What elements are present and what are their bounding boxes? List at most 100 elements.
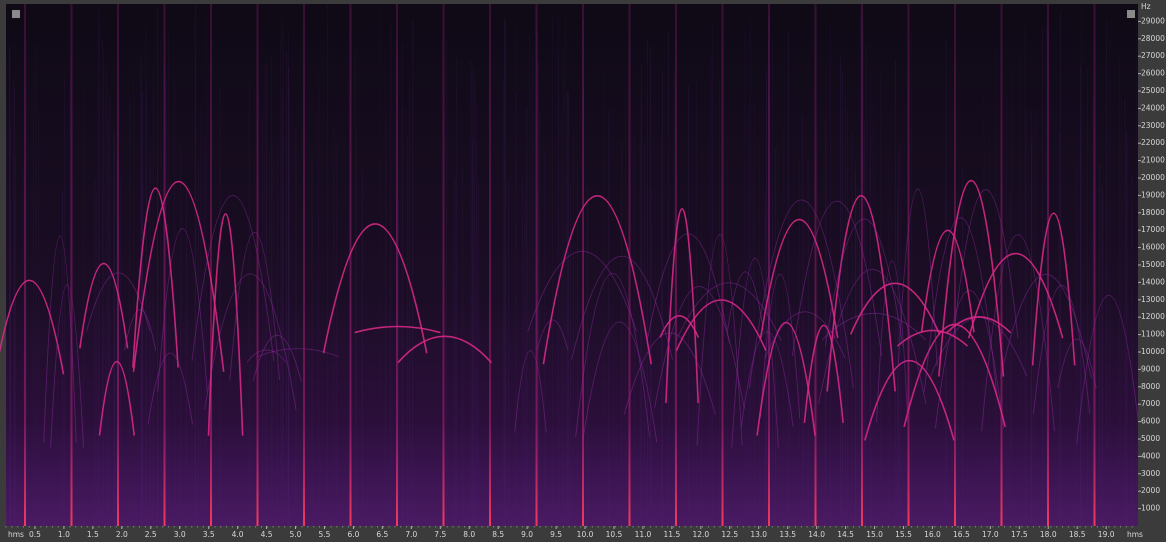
beat-line — [768, 4, 770, 526]
x-tick-label: 7.0 — [405, 530, 417, 539]
beat-line — [350, 4, 352, 526]
x-tick-label: 17.0 — [982, 530, 999, 539]
page: hms hms Hz 0.5 1.0 1.5 2.0 2.5 3.0 3.5 4.0 4.5 5.… — [0, 0, 1166, 542]
y-tick-label: 26000 — [1141, 69, 1165, 78]
y-tick-label: 7000 — [1141, 399, 1160, 408]
beat-line — [536, 4, 538, 526]
y-tick-label: 3000 — [1141, 469, 1160, 478]
beat-line — [117, 4, 119, 526]
beat-line — [861, 4, 863, 526]
beat-line — [629, 4, 631, 526]
x-unit-label: hms — [8, 530, 24, 539]
y-tick-label: 27000 — [1141, 51, 1165, 60]
x-tick-label: 1.0 — [58, 530, 70, 539]
y-tick-label: 22000 — [1141, 138, 1165, 147]
beat-line — [210, 4, 212, 526]
x-tick-label: 17.5 — [1011, 530, 1028, 539]
y-tick-label: 2000 — [1141, 486, 1160, 495]
beat-line — [722, 4, 724, 526]
y-tick-label: 16000 — [1141, 243, 1165, 252]
x-tick-label: 4.0 — [232, 530, 244, 539]
x-tick-label: 12.0 — [692, 530, 709, 539]
beat-line — [489, 4, 491, 526]
beat-line — [815, 4, 817, 526]
y-tick-label: 14000 — [1141, 277, 1165, 286]
x-tick-label: 9.0 — [521, 530, 533, 539]
x-tick-label: 4.5 — [261, 530, 273, 539]
x-tick-label: 18.0 — [1040, 530, 1057, 539]
x-tick-label: 12.5 — [721, 530, 738, 539]
y-unit-label: Hz — [1141, 2, 1151, 11]
y-tick-label: 9000 — [1141, 364, 1160, 373]
x-tick-label: 6.0 — [347, 530, 359, 539]
x-tick-label: 15.0 — [866, 530, 883, 539]
x-tick-label: 1.5 — [87, 530, 99, 539]
y-tick-label: 21000 — [1141, 156, 1165, 165]
x-tick-label: 2.5 — [145, 530, 157, 539]
x-tick-label: 13.0 — [750, 530, 767, 539]
spectrogram-view: hms hms Hz 0.5 1.0 1.5 2.0 2.5 3.0 3.5 4.0 4.5 5.… — [0, 0, 1166, 542]
x-tick-label: 8.5 — [492, 530, 504, 539]
y-tick-label: 15000 — [1141, 260, 1165, 269]
x-tick-label: 10.5 — [606, 530, 623, 539]
x-tick-label: 8.0 — [463, 530, 475, 539]
beat-line — [1001, 4, 1003, 526]
y-tick-label: 13000 — [1141, 295, 1165, 304]
beat-line — [1094, 4, 1096, 526]
y-tick-label: 6000 — [1141, 417, 1160, 426]
y-tick-label: 10000 — [1141, 347, 1165, 356]
x-tick-label: 15.5 — [895, 530, 912, 539]
y-tick-label: 28000 — [1141, 34, 1165, 43]
zoom-button[interactable] — [1127, 10, 1135, 18]
x-tick-label: 10.0 — [577, 530, 594, 539]
beat-line — [954, 4, 956, 526]
beat-line — [908, 4, 910, 526]
y-tick-label: 20000 — [1141, 173, 1165, 182]
frequency-ruler — [1138, 0, 1166, 542]
x-tick-label: 5.0 — [290, 530, 302, 539]
y-tick-label: 5000 — [1141, 434, 1160, 443]
y-tick-label: 11000 — [1141, 330, 1165, 339]
x-tick-label: 2.0 — [116, 530, 128, 539]
y-tick-label: 4000 — [1141, 451, 1160, 460]
y-tick-label: 18000 — [1141, 208, 1165, 217]
zoom-button[interactable] — [12, 10, 20, 18]
x-tick-label: 11.5 — [664, 530, 681, 539]
beat-line — [24, 4, 26, 526]
beat-line — [257, 4, 259, 526]
beat-line — [71, 4, 73, 526]
y-tick-label: 17000 — [1141, 225, 1165, 234]
y-tick-label: 1000 — [1141, 504, 1160, 513]
x-tick-label: 14.5 — [837, 530, 854, 539]
beat-line — [443, 4, 445, 526]
beat-line — [675, 4, 677, 526]
spectrogram-area — [6, 4, 1138, 526]
x-tick-label: 11.0 — [635, 530, 652, 539]
y-tick-label: 19000 — [1141, 190, 1165, 199]
x-tick-label: 6.5 — [376, 530, 388, 539]
beat-line — [303, 4, 305, 526]
x-tick-label: 9.5 — [550, 530, 562, 539]
x-tick-label: 16.0 — [924, 530, 941, 539]
beat-line — [164, 4, 166, 526]
x-tick-label: 18.5 — [1069, 530, 1086, 539]
beat-line — [1047, 4, 1049, 526]
y-tick-label: 25000 — [1141, 86, 1165, 95]
x-tick-label: 14.0 — [808, 530, 825, 539]
x-tick-label: 0.5 — [29, 530, 41, 539]
beat-line — [582, 4, 584, 526]
x-tick-label: 16.5 — [953, 530, 970, 539]
x-tick-label: 3.0 — [174, 530, 186, 539]
y-tick-label: 29000 — [1141, 16, 1165, 25]
y-tick-label: 12000 — [1141, 312, 1165, 321]
y-tick-label: 24000 — [1141, 103, 1165, 112]
x-tick-label: 19.0 — [1098, 530, 1115, 539]
x-tick-label: 5.5 — [318, 530, 330, 539]
x-tick-label: 13.5 — [779, 530, 796, 539]
x-tick-label: 3.5 — [203, 530, 215, 539]
x-tick-label: 7.5 — [434, 530, 446, 539]
y-tick-label: 8000 — [1141, 382, 1160, 391]
x-unit-label: hms — [1127, 530, 1143, 539]
beat-line — [396, 4, 398, 526]
y-tick-label: 23000 — [1141, 121, 1165, 130]
